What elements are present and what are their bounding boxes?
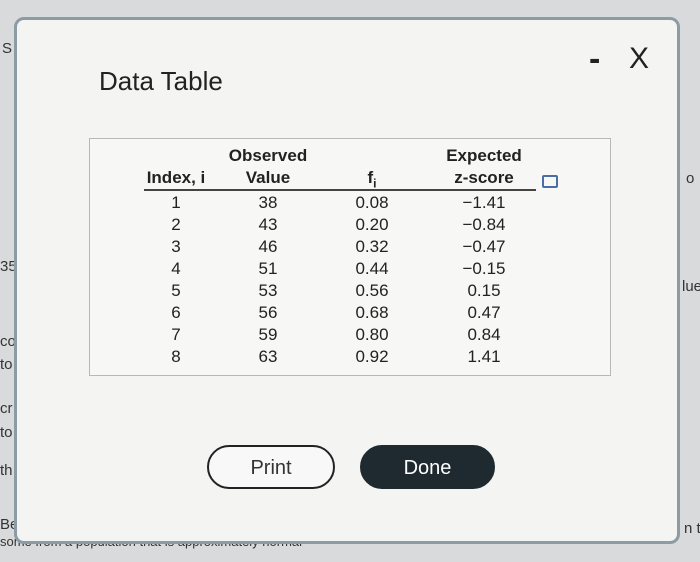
table-cell: 0.92 (355, 347, 389, 366)
background-text: cr (0, 400, 13, 417)
background-text: to (0, 424, 13, 441)
background-text: n t (684, 520, 700, 537)
close-button[interactable]: X (629, 42, 650, 75)
table-cell: 43 (258, 215, 278, 234)
table-cell: 0.68 (355, 303, 389, 322)
table-cell: 0.32 (355, 237, 389, 256)
column-header-subscript: i (373, 176, 377, 191)
column-header: Index, i (146, 168, 206, 187)
table-cell: 0.84 (467, 325, 501, 344)
table-cell: 59 (258, 325, 278, 344)
column-header: z-score (454, 168, 514, 187)
table-cell: 0.56 (355, 281, 389, 300)
table-cell: 0.47 (467, 303, 501, 322)
table-cell: 5 (171, 281, 181, 300)
header-rule (144, 189, 536, 191)
column-header: Expected (446, 146, 522, 165)
copy-icon[interactable] (542, 175, 558, 188)
table-cell: 63 (258, 347, 278, 366)
background-text: th (0, 462, 13, 479)
background-text: Be (0, 516, 19, 533)
table-cell: −0.84 (462, 215, 506, 234)
table-cell: 4 (171, 259, 181, 278)
table-cell: 7 (171, 325, 181, 344)
dialog-title: Data Table (99, 66, 223, 96)
column-header: Observed (228, 146, 308, 165)
table-cell: 3 (171, 237, 181, 256)
background-text: 35 (0, 258, 17, 275)
table-cell: 6 (171, 303, 181, 322)
background-text: S (2, 40, 13, 57)
table-cell: 0.08 (355, 193, 389, 212)
table-cell: 0.80 (355, 325, 389, 344)
background-text: lue (682, 278, 700, 295)
dialog: Data Table - X Index, i Observed Value fi Ex… (14, 17, 680, 544)
table-cell: 38 (258, 193, 278, 212)
background-text: to (0, 356, 13, 373)
background-text: co (0, 333, 16, 350)
table-cell: 51 (258, 259, 278, 278)
minimize-button[interactable]: - (589, 40, 601, 78)
table-cell: 0.20 (355, 215, 389, 234)
data-table: Index, i Observed Value fi Expected z-score 1 3… (89, 138, 611, 376)
table-cell: 2 (171, 215, 181, 234)
table-cell: 56 (258, 303, 278, 322)
table-cell: 0.44 (355, 259, 389, 278)
table-cell: −1.41 (462, 193, 506, 212)
table-cell: 46 (258, 237, 278, 256)
print-button[interactable]: Print (207, 445, 335, 489)
table-cell: 0.15 (467, 281, 501, 300)
table-cell: 53 (258, 281, 278, 300)
table-cell: −0.47 (462, 237, 506, 256)
table-cell: 1.41 (467, 347, 501, 366)
table-cell: −0.15 (462, 259, 506, 278)
done-button[interactable]: Done (360, 445, 495, 489)
table-cell: 1 (171, 193, 181, 212)
background-text: o (686, 170, 695, 187)
table-cell: 8 (171, 347, 181, 366)
column-header: fi (367, 168, 377, 191)
column-header: Value (245, 168, 291, 187)
